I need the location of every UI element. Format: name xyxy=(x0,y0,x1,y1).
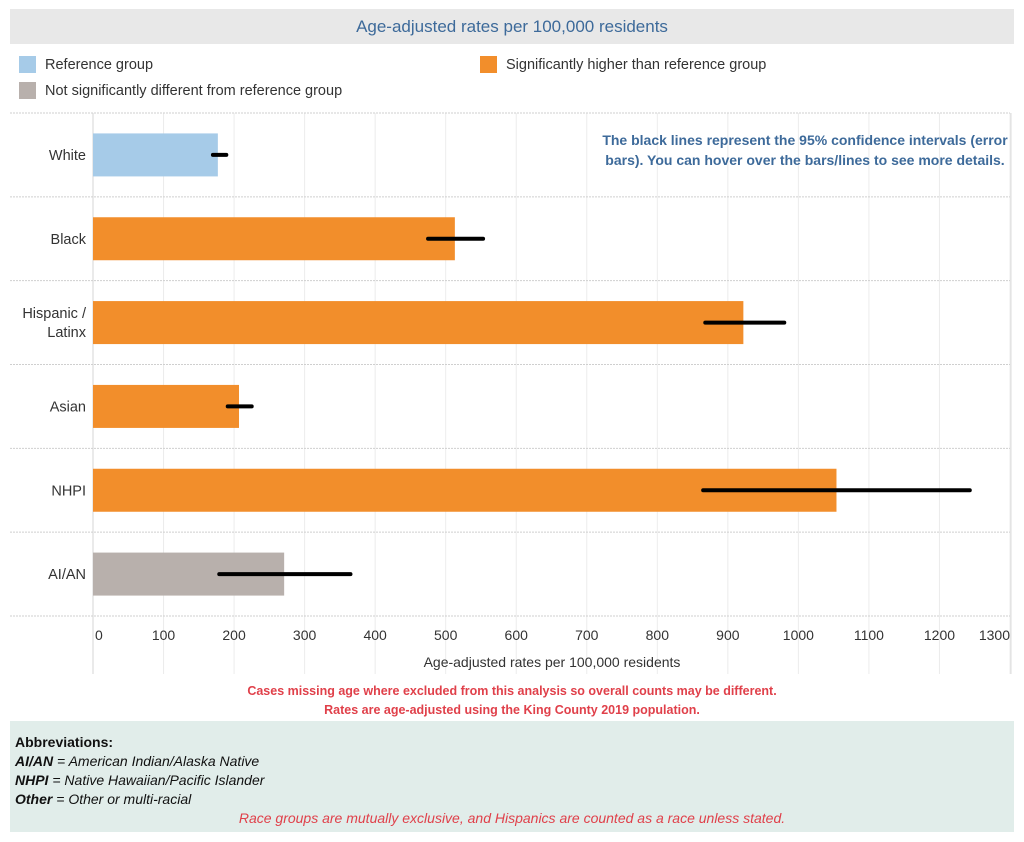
x-tick-label: 1100 xyxy=(854,627,884,643)
footnote-missing-age: Cases missing age where excluded from th… xyxy=(247,684,777,698)
abbreviation-other: Other = Other or multi-racial xyxy=(15,791,192,807)
legend-swatch-significantly-higher xyxy=(480,56,497,73)
legend-item-reference[interactable]: Reference group xyxy=(19,56,153,73)
footnote-age-adjusted: Rates are age-adjusted using the King Co… xyxy=(324,703,700,717)
x-tick-label: 300 xyxy=(293,627,317,643)
abbreviation-ai-an: AI/AN = American Indian/Alaska Native xyxy=(15,753,260,769)
category-label: AI/AN xyxy=(48,567,86,583)
x-tick-label: 800 xyxy=(646,627,670,643)
x-tick-label: 400 xyxy=(363,627,387,643)
category-label: Latinx xyxy=(47,325,86,341)
abbreviations-heading: Abbreviations: xyxy=(15,734,114,750)
legend-swatch-not-significant xyxy=(19,82,36,99)
legend-item-not-significant[interactable]: Not significantly different from referen… xyxy=(19,82,342,99)
category-label: NHPI xyxy=(51,483,86,499)
x-tick-label: 200 xyxy=(222,627,246,643)
bar-hispanic-latinx[interactable] xyxy=(93,301,744,345)
abbreviations-panel: Abbreviations: AI/AN = American Indian/A… xyxy=(10,721,1014,832)
chart-title: Age-adjusted rates per 100,000 residents xyxy=(356,16,668,36)
x-tick-label: 700 xyxy=(575,627,599,643)
bar-asian[interactable] xyxy=(93,384,240,428)
category-label: Black xyxy=(51,232,87,248)
legend-label: Significantly higher than reference grou… xyxy=(506,56,767,73)
x-tick-label: 500 xyxy=(434,627,458,643)
x-tick-label: 1300 xyxy=(979,627,1010,643)
x-tick-label: 1200 xyxy=(924,627,955,643)
x-tick-label: 1000 xyxy=(783,627,814,643)
category-label: Hispanic / xyxy=(22,306,87,322)
legend-swatch-reference xyxy=(19,56,36,73)
legend-label: Reference group xyxy=(45,56,154,73)
error-bar-note: The black lines represent the 95% confid… xyxy=(602,132,1008,168)
chart-title-bar: Age-adjusted rates per 100,000 residents xyxy=(10,9,1014,44)
bar-chart: White Black Hispanic / Latinx Asian NHPI AI/AN… xyxy=(10,112,1012,674)
x-tick-label: 0 xyxy=(95,627,103,643)
category-label: Asian xyxy=(50,399,86,415)
x-tick-label: 100 xyxy=(152,627,176,643)
bar-white[interactable] xyxy=(93,133,218,177)
category-label: White xyxy=(49,148,86,164)
legend-label: Not significantly different from referen… xyxy=(45,82,343,99)
abbreviation-nhpi: NHPI = Native Hawaiian/Pacific Islander xyxy=(15,772,265,788)
legend-item-significantly-higher[interactable]: Significantly higher than reference grou… xyxy=(480,56,766,73)
bar-black[interactable] xyxy=(93,217,455,261)
x-tick-label: 600 xyxy=(505,627,529,643)
race-groups-note: Race groups are mutually exclusive, and … xyxy=(238,810,786,826)
x-tick-label: 900 xyxy=(716,627,740,643)
x-axis-title: Age-adjusted rates per 100,000 residents xyxy=(424,654,681,670)
